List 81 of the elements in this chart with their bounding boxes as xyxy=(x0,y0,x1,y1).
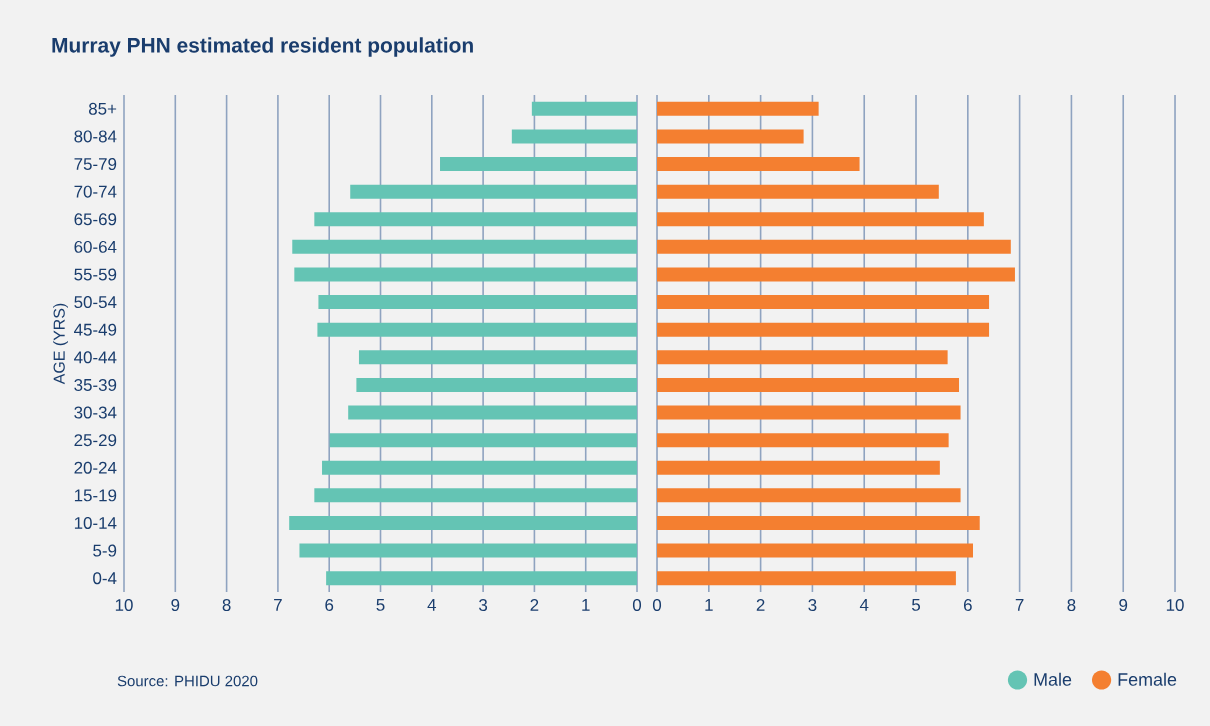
bar xyxy=(657,129,804,144)
y-tick-label: 0-4 xyxy=(93,572,117,585)
bar xyxy=(292,239,638,254)
source-note: Source: PHIDU 2020 xyxy=(117,675,258,687)
x-tick-label: 8 xyxy=(222,599,231,612)
x-tick-label: 3 xyxy=(479,599,488,612)
bar xyxy=(322,460,638,475)
legend-label: Female xyxy=(1118,672,1177,686)
bar xyxy=(657,405,961,420)
x-tick-label: 7 xyxy=(1015,599,1024,611)
bar xyxy=(511,129,638,144)
x-tick-label: 2 xyxy=(530,599,539,611)
x-tick-label: 7 xyxy=(274,599,282,611)
y-tick-label: 65-69 xyxy=(74,213,117,226)
y-tick-label: 50-54 xyxy=(74,296,117,309)
y-tick-label: 45-49 xyxy=(74,323,117,336)
bar xyxy=(657,184,939,199)
x-tick-label: 10 xyxy=(115,599,133,612)
bar xyxy=(657,322,990,337)
x-tick-label: 3 xyxy=(808,599,817,612)
x-tick-label: 9 xyxy=(1119,599,1128,612)
x-tick-label: 4 xyxy=(859,599,869,611)
x-tick-label: 0 xyxy=(652,599,662,612)
bar xyxy=(294,267,638,282)
bar xyxy=(657,543,973,558)
x-tick-label: 5 xyxy=(376,599,385,611)
bar xyxy=(289,515,638,530)
bar xyxy=(657,571,956,586)
x-tick-label: 5 xyxy=(912,599,921,611)
y-tick-label: 10-14 xyxy=(74,516,117,529)
bar xyxy=(657,267,1015,282)
x-tick-label: 6 xyxy=(963,599,972,612)
bar xyxy=(657,101,819,116)
x-tick-label: 4 xyxy=(427,599,437,611)
bar xyxy=(299,543,638,558)
bar xyxy=(358,350,638,365)
x-tick-label: 1 xyxy=(705,599,713,611)
x-tick-label: 6 xyxy=(325,599,334,612)
bar xyxy=(657,295,990,310)
bar xyxy=(657,377,960,392)
bar xyxy=(318,295,638,310)
chart-title: Murray PHN estimated resident population xyxy=(52,37,473,57)
bar xyxy=(326,571,638,586)
x-tick-label: 1 xyxy=(582,599,590,611)
x-tick-label: 10 xyxy=(1166,599,1184,612)
y-tick-label: 40-44 xyxy=(74,351,117,364)
bar xyxy=(329,433,638,448)
y-tick-label: 25-29 xyxy=(74,434,117,447)
y-axis-title: AGE (YRS) xyxy=(53,303,68,385)
bar xyxy=(657,212,984,227)
bar xyxy=(531,101,638,116)
bar xyxy=(348,405,638,420)
x-tick-label: 8 xyxy=(1067,599,1076,612)
bar xyxy=(317,322,638,337)
bar xyxy=(657,157,860,172)
y-tick-label: 85+ xyxy=(88,102,117,115)
bar xyxy=(657,239,1011,254)
y-tick-label: 20-24 xyxy=(74,461,117,474)
y-tick-label: 80-84 xyxy=(74,130,117,143)
bar xyxy=(657,460,940,475)
y-tick-label: 15-19 xyxy=(74,489,117,502)
y-tick-label: 30-34 xyxy=(74,406,117,419)
x-tick-label: 0 xyxy=(632,599,642,612)
y-tick-label: 35-39 xyxy=(74,378,117,391)
bar xyxy=(314,212,638,227)
y-tick-label: 60-64 xyxy=(74,240,117,253)
bar xyxy=(657,515,980,530)
y-tick-label: 5-9 xyxy=(93,544,117,557)
bar xyxy=(350,184,638,199)
legend-label: Male xyxy=(1034,672,1072,686)
x-tick-label: 2 xyxy=(756,599,765,611)
y-tick-label: 55-59 xyxy=(74,268,117,281)
x-tick-label: 9 xyxy=(171,599,180,612)
bar xyxy=(356,377,638,392)
y-tick-label: 75-79 xyxy=(74,158,117,171)
bar xyxy=(657,433,949,448)
bar xyxy=(657,488,961,503)
y-tick-label: 70-74 xyxy=(74,185,117,198)
bar xyxy=(657,350,948,365)
bar xyxy=(440,157,638,172)
bar xyxy=(314,488,638,503)
